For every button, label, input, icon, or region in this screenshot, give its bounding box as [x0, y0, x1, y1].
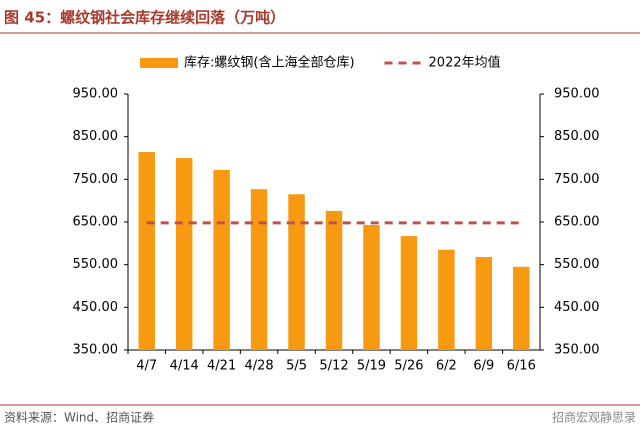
x-tick-label: 5/5 — [286, 359, 307, 374]
chart-title: 图 45：螺纹钢社会库存继续回落（万吨） — [4, 9, 285, 27]
y2-tick-label: 750.00 — [554, 172, 600, 187]
x-tick-label: 6/16 — [507, 359, 536, 374]
x-tick-label: 4/14 — [170, 359, 199, 374]
bar — [363, 224, 380, 350]
y2-tick-label: 650.00 — [554, 215, 600, 230]
legend-label: 2022年均值 — [429, 55, 501, 71]
watermark: 招商宏观静思录 — [552, 410, 636, 425]
bar — [288, 194, 305, 350]
bar — [175, 158, 193, 350]
bar — [250, 189, 268, 350]
legend-swatch — [140, 58, 178, 68]
bar — [438, 249, 455, 350]
bar — [475, 256, 493, 350]
y-tick-label: 350.00 — [73, 343, 119, 358]
y-tick-label: 450.00 — [73, 300, 119, 315]
y-tick-label: 650.00 — [73, 215, 119, 230]
bar — [513, 266, 530, 350]
bar — [138, 152, 155, 350]
x-tick-label: 5/26 — [394, 359, 423, 374]
x-tick-label: 4/7 — [136, 359, 157, 374]
y2-tick-label: 850.00 — [554, 129, 600, 144]
bar — [400, 236, 418, 350]
bar — [213, 169, 230, 350]
y-tick-label: 550.00 — [73, 257, 119, 272]
x-tick-label: 4/28 — [244, 359, 273, 374]
y-tick-label: 850.00 — [73, 129, 119, 144]
x-tick-label: 5/19 — [357, 359, 386, 374]
legend-label: 库存:螺纹钢(含上海全部仓库) — [184, 55, 355, 71]
x-tick-label: 6/9 — [473, 359, 494, 374]
y2-tick-label: 450.00 — [554, 300, 600, 315]
x-tick-label: 4/21 — [207, 359, 236, 374]
y-tick-label: 750.00 — [73, 172, 119, 187]
source: 资料来源：Wind、招商证券 — [4, 410, 154, 425]
y2-tick-label: 550.00 — [554, 257, 600, 272]
x-tick-label: 5/12 — [319, 359, 348, 374]
bar — [325, 210, 343, 350]
y-tick-label: 950.00 — [73, 87, 119, 102]
x-tick-label: 6/2 — [436, 359, 457, 374]
y2-tick-label: 950.00 — [554, 87, 600, 102]
y2-tick-label: 350.00 — [554, 343, 600, 358]
